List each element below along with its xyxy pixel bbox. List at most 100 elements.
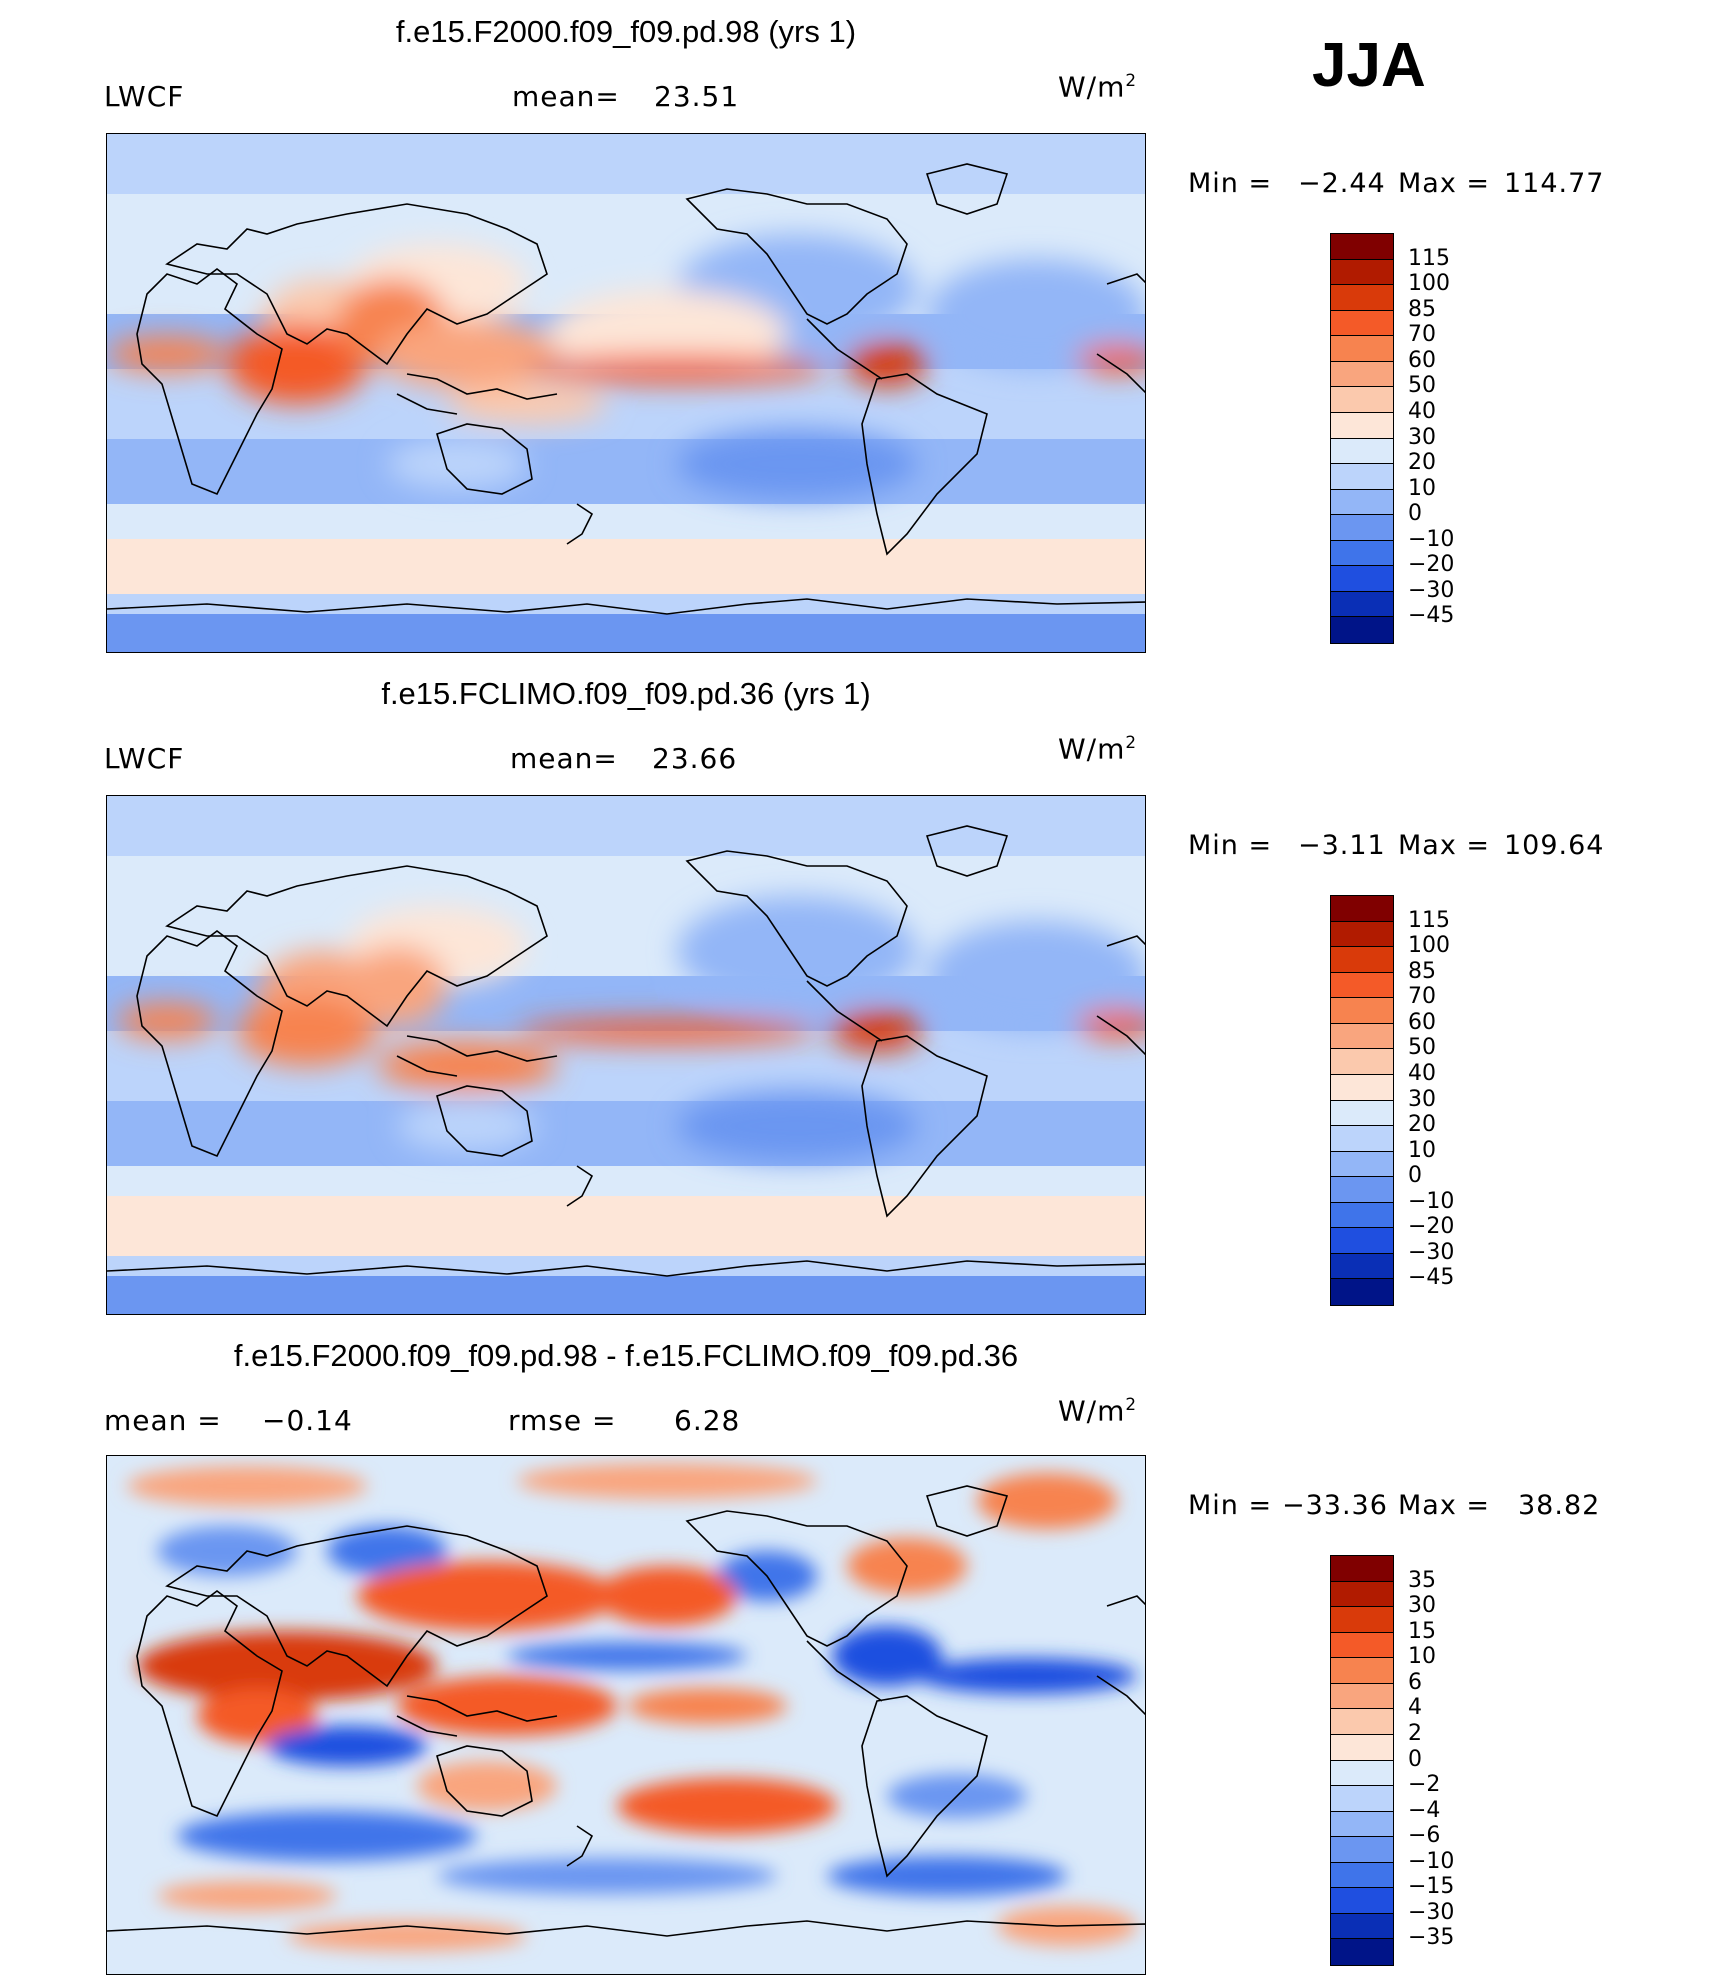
- colorbar-level-label: −20: [1408, 552, 1455, 578]
- panel-1-mean-value: 23.51: [654, 80, 740, 113]
- colorbar-level-label: −45: [1408, 603, 1455, 629]
- colorbar-level-label: −35: [1408, 1925, 1455, 1951]
- panel-3-min-label: Min =: [1188, 1490, 1273, 1521]
- colorbar-level-label: −30: [1408, 1239, 1455, 1265]
- colorbar-level-label: 30: [1408, 1086, 1436, 1112]
- anom-antarctic-pos-2: [287, 1921, 527, 1951]
- field-antarctic-edge: [107, 594, 1145, 614]
- field-natl-low: [927, 921, 1145, 1031]
- panel-3-max-value: 38.82: [1518, 1490, 1601, 1521]
- panel-2-coastlines: [107, 825, 1145, 1277]
- coast-africa: [136, 1590, 283, 1818]
- panel-1-title: f.e15.F2000.f09_f09.pd.98 (yrs 1): [395, 14, 857, 49]
- panel-1-units-text: W/m: [1058, 70, 1126, 104]
- colorbar-level-label: 0: [1408, 501, 1422, 527]
- field-bay-bengal: [227, 324, 367, 404]
- panel-1-map: [106, 133, 1146, 653]
- panel-1-map-svg: [107, 134, 1145, 652]
- colorbar-segment: [1331, 1607, 1393, 1633]
- anom-arctic-pos-1: [127, 1466, 367, 1506]
- field-storm-track: [107, 539, 1145, 594]
- colorbar-level-label: −2: [1408, 1772, 1441, 1798]
- colorbar-segment: [1331, 285, 1393, 311]
- colorbar-segment: [1331, 515, 1393, 541]
- colorbar-level-label: 85: [1408, 958, 1436, 984]
- panel-2-units-text: W/m: [1058, 732, 1126, 766]
- field-west-africa: [117, 1003, 217, 1039]
- panel-3-map: [106, 1455, 1146, 1975]
- panel-1-colorbar: [1330, 233, 1394, 644]
- colorbar-level-label: 10: [1408, 475, 1436, 501]
- anom-pac-neg: [507, 1642, 747, 1670]
- coast-greenland: [925, 163, 1009, 215]
- field-natl-low: [927, 259, 1145, 369]
- panel-1-coastlines: [107, 163, 1145, 615]
- coast-east-edge: [1096, 273, 1145, 394]
- anom-europe-neg: [157, 1526, 297, 1576]
- colorbar-level-label: 20: [1408, 1112, 1436, 1138]
- colorbar-level-label: −4: [1408, 1797, 1441, 1823]
- colorbar-segment: [1331, 310, 1393, 337]
- field-itcz: [527, 355, 827, 383]
- colorbar-level-label: 50: [1408, 1035, 1436, 1061]
- field-south-sub: [107, 1101, 1145, 1166]
- field-itcz: [517, 1019, 817, 1043]
- colorbar-segment: [1331, 1734, 1393, 1761]
- colorbar-segment: [1331, 1939, 1393, 1965]
- coast-maritime-continent: [396, 1035, 558, 1077]
- colorbar-segment: [1331, 921, 1393, 948]
- anom-atl-itcz-neg: [917, 1658, 1137, 1694]
- coast-north-america: [685, 188, 908, 325]
- panel-1-field: [107, 134, 1145, 652]
- coast-antarctica: [107, 1920, 1145, 1937]
- colorbar-level-label: −15: [1408, 1874, 1455, 1900]
- coast-central-america: [806, 1640, 883, 1702]
- panel-2-mean-value: 23.66: [652, 742, 738, 775]
- colorbar-segment: [1331, 947, 1393, 973]
- coast-antarctica: [107, 1260, 1145, 1277]
- colorbar-segment: [1331, 1913, 1393, 1940]
- colorbar-segment: [1331, 438, 1393, 465]
- colorbar-level-label: 2: [1408, 1720, 1422, 1746]
- colorbar-segment: [1331, 1049, 1393, 1075]
- field-central-america: [847, 342, 927, 386]
- anom-cpac-pos: [627, 1688, 787, 1724]
- colorbar-segment: [1331, 464, 1393, 490]
- anom-siberia-neg: [327, 1526, 447, 1576]
- colorbar-segment: [1331, 489, 1393, 516]
- coast-south-america: [861, 1035, 988, 1218]
- colorbar-level-label: 100: [1408, 933, 1450, 959]
- colorbar-segment: [1331, 1202, 1393, 1229]
- field-maritime: [377, 319, 557, 389]
- colorbar-segment: [1331, 1786, 1393, 1812]
- anom-spac-pos: [617, 1778, 837, 1834]
- panel-2-min-label: Min =: [1188, 830, 1273, 861]
- panel-3-title: f.e15.F2000.f09_f09.pd.98 - f.e15.FCLIMO…: [233, 1338, 1019, 1373]
- field-npac-low: [677, 896, 917, 1006]
- colorbar-segment: [1331, 566, 1393, 592]
- coast-antarctica: [107, 598, 1145, 615]
- panel-3-units-exponent: 2: [1125, 1394, 1138, 1414]
- anom-india-pos: [137, 1631, 437, 1701]
- colorbar-segment: [1331, 1683, 1393, 1710]
- panel-3-colorbar: [1330, 1555, 1394, 1966]
- colorbar-segment: [1331, 591, 1393, 618]
- panel-2-map-svg: [107, 796, 1145, 1314]
- coast-new-zealand: [566, 503, 594, 545]
- panel-3-coastlines: [107, 1485, 1145, 1937]
- anom-so-neg-2: [827, 1856, 1067, 1896]
- colorbar-segment: [1331, 1837, 1393, 1863]
- panel-3-units: W/m2: [1058, 1394, 1137, 1427]
- colorbar-segment: [1331, 1228, 1393, 1254]
- anom-mc-pos: [397, 1676, 617, 1736]
- coast-new-zealand: [566, 1165, 594, 1207]
- field-atlantic-itcz: [1077, 1010, 1145, 1038]
- field-antarctic: [107, 1276, 1145, 1314]
- coast-australia: [436, 423, 533, 495]
- colorbar-segment: [1331, 336, 1393, 362]
- colorbar-level-label: −6: [1408, 1823, 1441, 1849]
- panel-2-mean-label: mean=: [510, 742, 618, 775]
- colorbar-level-label: 85: [1408, 296, 1436, 322]
- colorbar-segment: [1331, 1100, 1393, 1127]
- anom-china-pos: [357, 1561, 617, 1631]
